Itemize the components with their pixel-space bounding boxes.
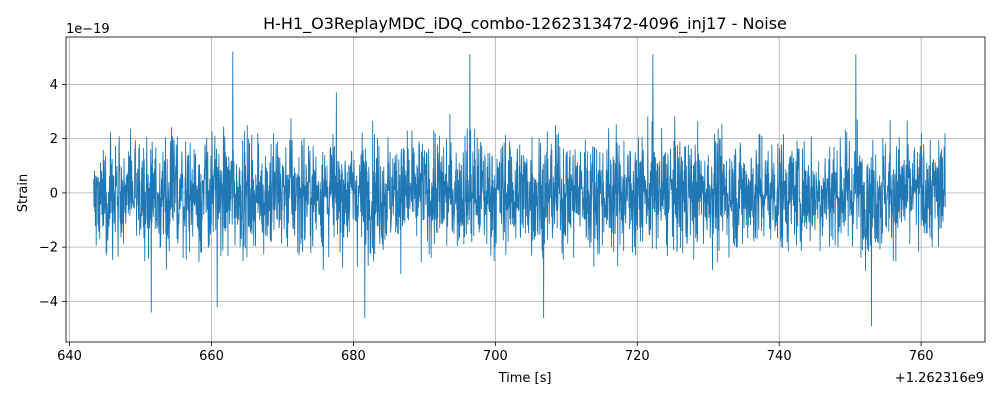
x-tick-label: 640 xyxy=(57,349,82,364)
x-axis-label: Time [s] xyxy=(498,371,552,386)
x-tick-label: 760 xyxy=(909,349,934,364)
x-tick-label: 660 xyxy=(199,349,224,364)
axis-ticks: 640 660 680 700 720 740 760 −4 −2 0 2 4 xyxy=(39,78,934,364)
y-tick-label: −4 xyxy=(39,295,58,310)
y-axis-label: Strain xyxy=(16,174,31,213)
chart-title: H-H1_O3ReplayMDC_iDQ_combo-1262313472-40… xyxy=(263,14,787,34)
x-tick-label: 740 xyxy=(767,349,792,364)
y-tick-label: 4 xyxy=(50,78,58,93)
plot-area-frame xyxy=(65,36,986,343)
series-layer xyxy=(93,51,946,327)
y-scale-factor: 1e−19 xyxy=(66,22,110,37)
x-tick-label: 700 xyxy=(483,349,508,364)
x-offset-label: +1.262316e9 xyxy=(895,371,984,386)
noise-series-line xyxy=(93,51,946,327)
x-tick-label: 720 xyxy=(625,349,650,364)
x-tick-label: 680 xyxy=(341,349,366,364)
y-tick-label: −2 xyxy=(39,241,58,256)
y-tick-label: 2 xyxy=(50,132,58,147)
y-tick-label: 0 xyxy=(50,186,58,201)
